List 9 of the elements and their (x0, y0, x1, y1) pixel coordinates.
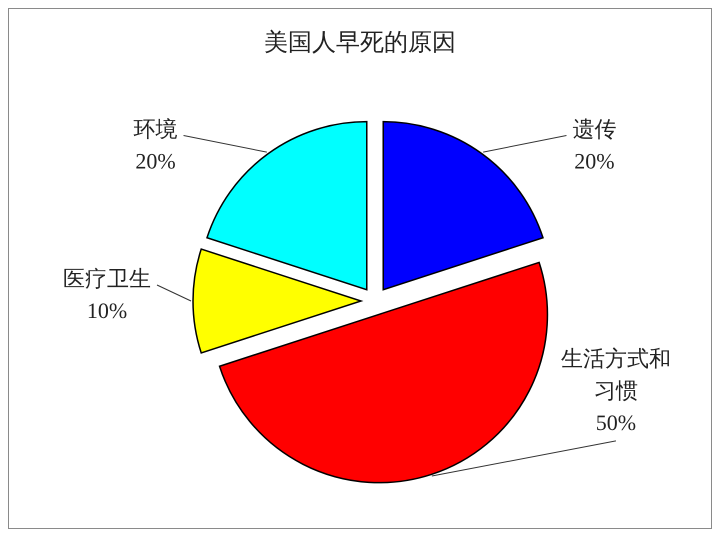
slice-label: 环境 (134, 116, 178, 142)
data-label: 20% (574, 148, 615, 174)
data-label: 50% (596, 410, 636, 435)
slice-label: 生活方式和习惯 (560, 346, 671, 403)
data-label: 20% (135, 148, 176, 174)
slice-label: 遗传 (572, 116, 616, 142)
slice-label: 医疗卫生 (63, 266, 151, 291)
data-label: 10% (86, 298, 128, 323)
chart-title: 美国人早死的原因 (264, 29, 456, 56)
